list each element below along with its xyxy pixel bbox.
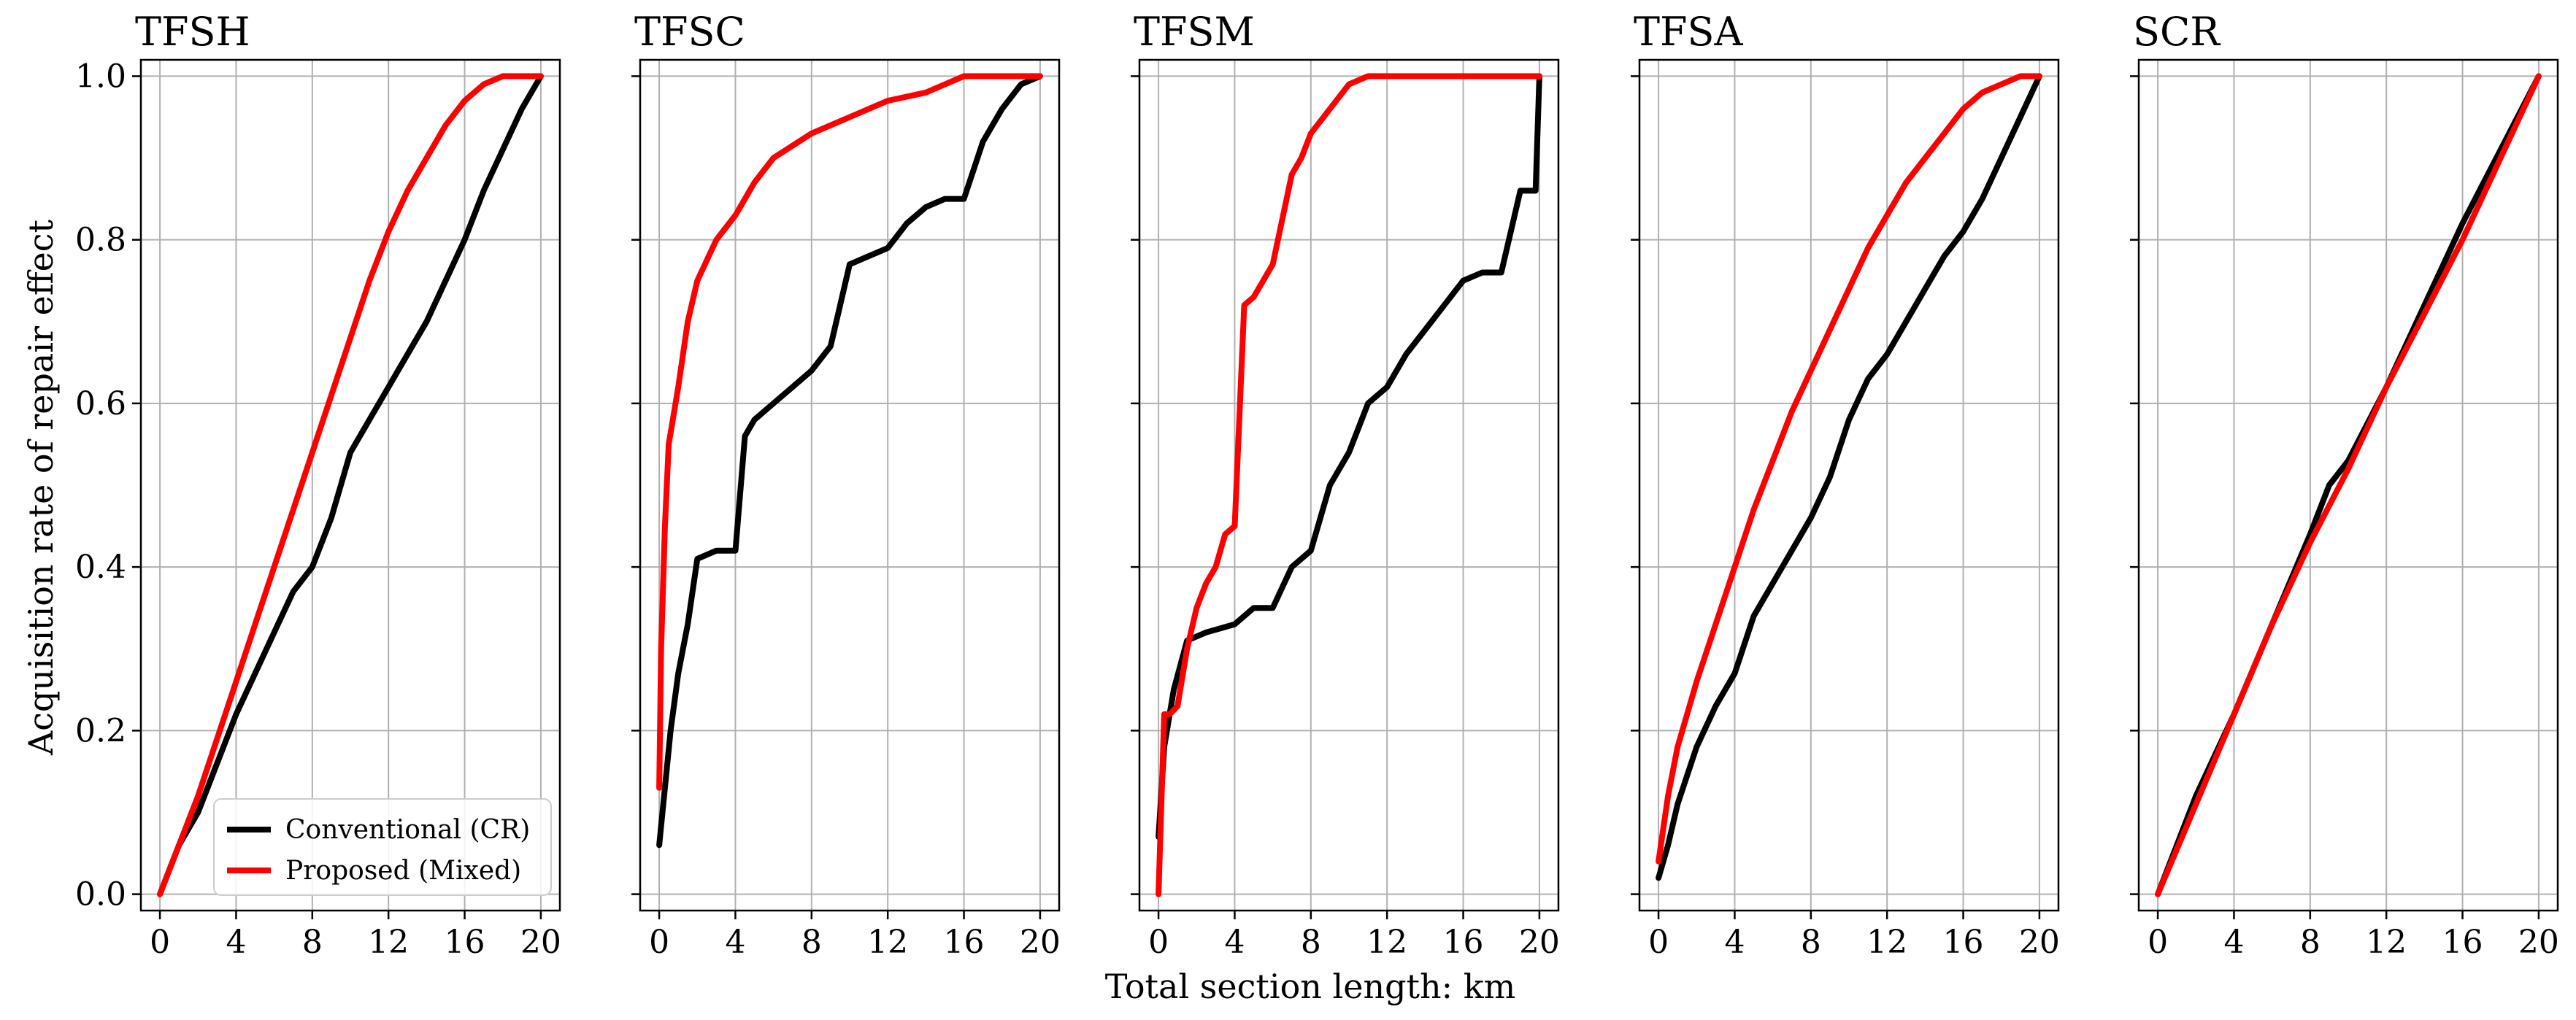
legend-box: [213, 798, 552, 896]
panel-scr: 0 4 8 12 16 20 SCR: [2130, 9, 2559, 961]
legend-label-conventional: Conventional (CR): [285, 815, 530, 845]
x-tick-label: 8: [302, 924, 323, 961]
legend-label-proposed: Proposed (Mixed): [285, 856, 521, 886]
x-tick-label: 16: [944, 924, 985, 961]
x-tick-label: 20: [1020, 924, 1061, 961]
panel-title: SCR: [2133, 9, 2221, 55]
x-tick-label: 4: [725, 924, 745, 961]
x-tick-label: 0: [1148, 924, 1169, 961]
panel-title: TFSA: [1634, 9, 1743, 55]
y-axis-label: Acquisition rate of repair effect: [21, 219, 61, 756]
x-tick-label: 8: [801, 924, 822, 961]
x-tick-label: 16: [2442, 924, 2483, 961]
y-tick-label: 0.0: [75, 876, 126, 913]
series-line-proposed: [656, 73, 1043, 791]
x-tick-label: 12: [1866, 924, 1907, 961]
series-line-conventional: [656, 73, 1043, 849]
panel-title: TFSM: [1134, 9, 1255, 55]
x-tick-label: 0: [2148, 924, 2168, 961]
series-line-proposed: [2155, 73, 2542, 897]
x-tick-label: 4: [1724, 924, 1745, 961]
series-line-conventional: [1156, 73, 1542, 841]
y-tick-label: 0.8: [75, 222, 126, 259]
series-line-proposed: [1156, 73, 1542, 897]
x-tick-label: 8: [2300, 924, 2321, 961]
x-tick-label: 0: [1648, 924, 1669, 961]
x-tick-label: 16: [1943, 924, 1984, 961]
x-tick-label: 20: [2019, 924, 2060, 961]
x-tick-label: 4: [1224, 924, 1245, 961]
x-tick-label: 16: [445, 924, 485, 961]
x-tick-label: 16: [1443, 924, 1484, 961]
panel-title: TFSC: [634, 9, 745, 55]
x-tick-label: 4: [226, 924, 246, 961]
axes-frame: [2137, 58, 2559, 912]
x-axis-label: Total section length: km: [1105, 967, 1516, 1006]
x-tick-label: 8: [1301, 924, 1321, 961]
axes-frame: [1138, 58, 1560, 912]
x-tick-label: 12: [368, 924, 409, 961]
legend: Conventional (CR) Proposed (Mixed): [213, 798, 552, 896]
y-tick-label: 0.6: [75, 385, 126, 422]
y-tick-label: 0.2: [75, 712, 126, 749]
x-tick-label: 4: [2223, 924, 2244, 961]
panel-title: TFSH: [135, 9, 250, 55]
x-tick-label: 12: [2366, 924, 2407, 961]
x-tick-label: 12: [867, 924, 908, 961]
x-tick-label: 20: [520, 924, 561, 961]
x-tick-label: 0: [649, 924, 669, 961]
y-tick-label: 1.0: [75, 58, 126, 95]
x-tick-label: 0: [150, 924, 170, 961]
axes-frame: [139, 58, 561, 912]
panel-tfsa: 0 4 8 12 16 20 TFSA: [1631, 9, 2060, 961]
x-tick-label: 20: [1519, 924, 1560, 961]
x-tick-label: 8: [1801, 924, 1821, 961]
series-line-proposed: [1656, 73, 2042, 865]
x-tick-label: 20: [2518, 924, 2559, 961]
x-tick-label: 12: [1366, 924, 1407, 961]
series-line-proposed: [157, 73, 544, 897]
axes-frame: [639, 58, 1061, 912]
axes-frame: [1638, 58, 2060, 912]
y-tick-label: 0.4: [75, 549, 126, 586]
series-line-conventional: [1656, 73, 2042, 881]
panel-tfsc: 0 4 8 12 16 20 TFSC: [631, 9, 1061, 961]
series-line-conventional: [157, 73, 544, 897]
panel-tfsm: 0 4 8 12 16 20 TFSM: [1131, 9, 1560, 961]
